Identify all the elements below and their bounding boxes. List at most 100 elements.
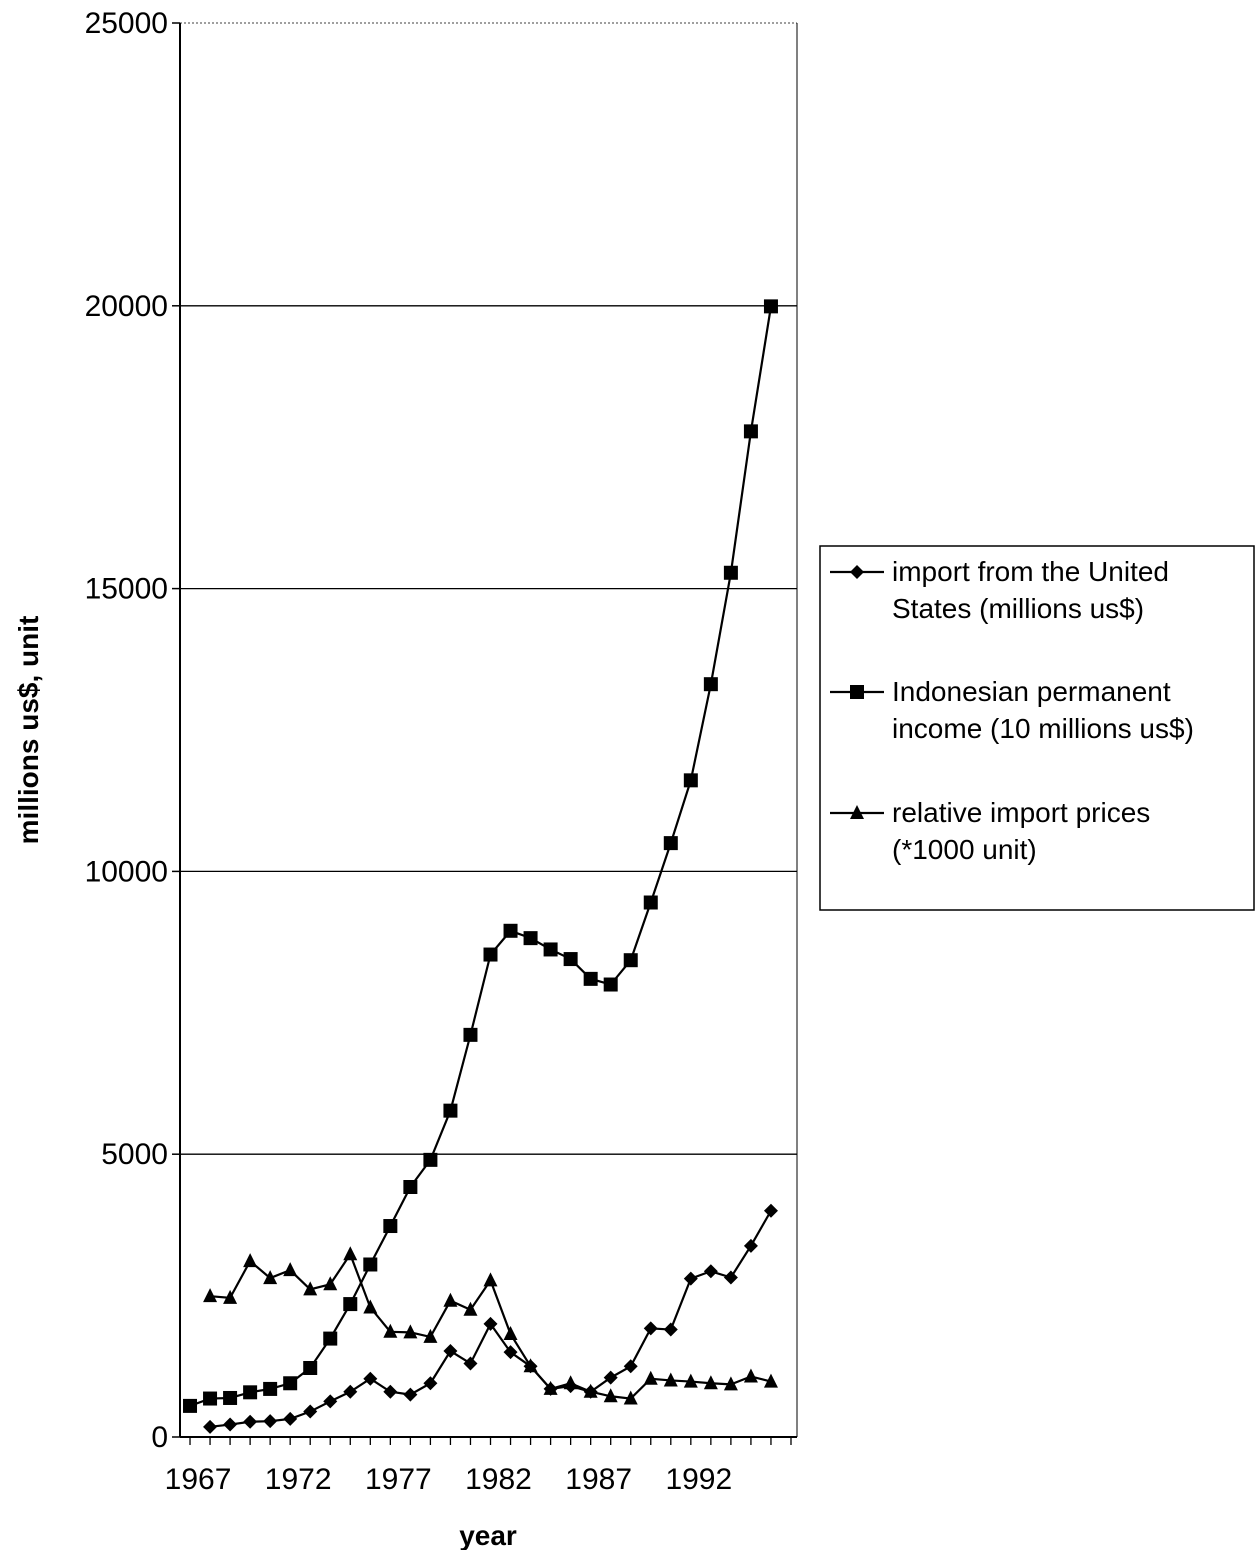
triangle-marker <box>723 1376 738 1391</box>
diamond-marker <box>850 565 864 579</box>
triangle-marker <box>563 1375 578 1390</box>
x-axis-label: year <box>459 1520 517 1550</box>
diamond-marker <box>303 1404 318 1419</box>
square-marker <box>503 923 518 938</box>
series-square <box>183 299 778 1413</box>
y-tick-label: 0 <box>151 1421 168 1454</box>
diamond-marker <box>623 1359 638 1374</box>
square-marker <box>683 773 698 788</box>
square-marker <box>850 685 864 699</box>
legend-label: relative import prices (*1000 unit) <box>892 797 1150 865</box>
diamond-marker <box>443 1344 458 1359</box>
triangle-marker <box>403 1324 418 1339</box>
square-marker <box>743 424 758 439</box>
triangle-marker <box>703 1375 718 1390</box>
x-tick-label: 1982 <box>465 1463 532 1496</box>
triangle-marker <box>603 1388 618 1403</box>
square-marker <box>563 952 578 967</box>
triangle-marker <box>583 1383 598 1398</box>
triangle-marker <box>443 1292 458 1307</box>
diamond-marker <box>423 1376 438 1391</box>
gridlines <box>180 22 797 1155</box>
square-marker <box>423 1152 438 1167</box>
diamond-marker <box>463 1356 478 1371</box>
legend-label-line: relative import prices <box>892 797 1150 828</box>
diamond-marker <box>263 1414 278 1429</box>
x-tick-label: 1967 <box>165 1463 232 1496</box>
diamond-marker <box>403 1387 418 1402</box>
diamond-marker <box>363 1371 378 1386</box>
series-group <box>183 299 778 1434</box>
diamond-marker <box>603 1370 618 1385</box>
square-marker <box>243 1385 258 1400</box>
square-marker <box>363 1257 378 1272</box>
triangle-marker <box>763 1373 778 1388</box>
diamond-marker <box>223 1417 238 1432</box>
diamond-marker <box>663 1322 678 1337</box>
square-marker <box>543 942 558 957</box>
square-marker <box>763 299 778 314</box>
triangle-marker <box>223 1289 238 1304</box>
triangle-marker <box>523 1358 538 1373</box>
diamond-marker <box>683 1271 698 1286</box>
diamond-marker <box>723 1270 738 1285</box>
diamond-marker <box>243 1414 258 1429</box>
series-diamond <box>203 1203 778 1434</box>
legend-label: Indonesian permanent income (10 millions … <box>892 676 1194 744</box>
triangle-marker <box>363 1299 378 1314</box>
triangle-marker <box>383 1323 398 1338</box>
triangle-marker <box>850 805 864 819</box>
square-marker <box>323 1331 338 1346</box>
square-marker <box>283 1376 298 1391</box>
triangle-marker <box>263 1270 278 1285</box>
square-marker <box>223 1390 238 1405</box>
series-line <box>189 306 773 1407</box>
triangle-marker <box>643 1370 658 1385</box>
y-tick-label: 15000 <box>85 573 168 606</box>
triangle-marker <box>663 1372 678 1387</box>
square-marker <box>643 895 658 910</box>
diamond-marker <box>503 1345 518 1360</box>
square-marker <box>263 1381 278 1396</box>
x-tick-labels: 1967 1972 1977 1982 1987 1992 <box>165 1463 733 1496</box>
diamond-marker <box>703 1264 718 1279</box>
triangle-marker <box>683 1373 698 1388</box>
legend-item: Indonesian permanent income (10 millions … <box>830 676 1194 744</box>
legend-item: relative import prices (*1000 unit) <box>830 797 1150 865</box>
triangle-marker <box>623 1390 638 1405</box>
square-marker <box>583 971 598 986</box>
x-tick-label: 1977 <box>365 1463 432 1496</box>
diamond-marker <box>203 1419 218 1434</box>
square-marker <box>523 931 538 946</box>
square-marker <box>383 1219 398 1234</box>
legend-label-line: (*1000 unit) <box>892 834 1037 865</box>
square-marker <box>623 953 638 968</box>
y-tick-labels: 0 5000 10000 15000 20000 25000 <box>85 7 168 1454</box>
x-tick-label: 1992 <box>665 1463 732 1496</box>
square-marker <box>303 1360 318 1375</box>
legend-label-line: Indonesian permanent <box>892 676 1171 707</box>
triangle-marker <box>303 1281 318 1296</box>
triangle-marker <box>323 1276 338 1291</box>
y-axis-label: millions us$, unit <box>13 616 44 845</box>
square-marker <box>723 565 738 580</box>
y-tick-label: 5000 <box>101 1138 168 1171</box>
x-tick-label: 1987 <box>565 1463 632 1496</box>
square-marker <box>483 947 498 962</box>
triangle-marker <box>243 1253 258 1268</box>
triangle-marker <box>543 1380 558 1395</box>
triangle-marker <box>343 1246 358 1261</box>
triangle-marker <box>283 1262 298 1277</box>
legend-label-line: import from the United <box>892 556 1169 587</box>
square-marker <box>403 1180 418 1195</box>
legend-box <box>819 545 1255 911</box>
legend: import from the United States (millions u… <box>819 545 1255 911</box>
square-marker <box>443 1103 458 1118</box>
square-marker <box>343 1297 358 1312</box>
diamond-marker <box>483 1316 498 1331</box>
triangle-marker <box>423 1328 438 1343</box>
triangle-marker <box>203 1288 218 1303</box>
legend-label: import from the United States (millions u… <box>892 556 1169 624</box>
square-marker <box>203 1391 218 1406</box>
